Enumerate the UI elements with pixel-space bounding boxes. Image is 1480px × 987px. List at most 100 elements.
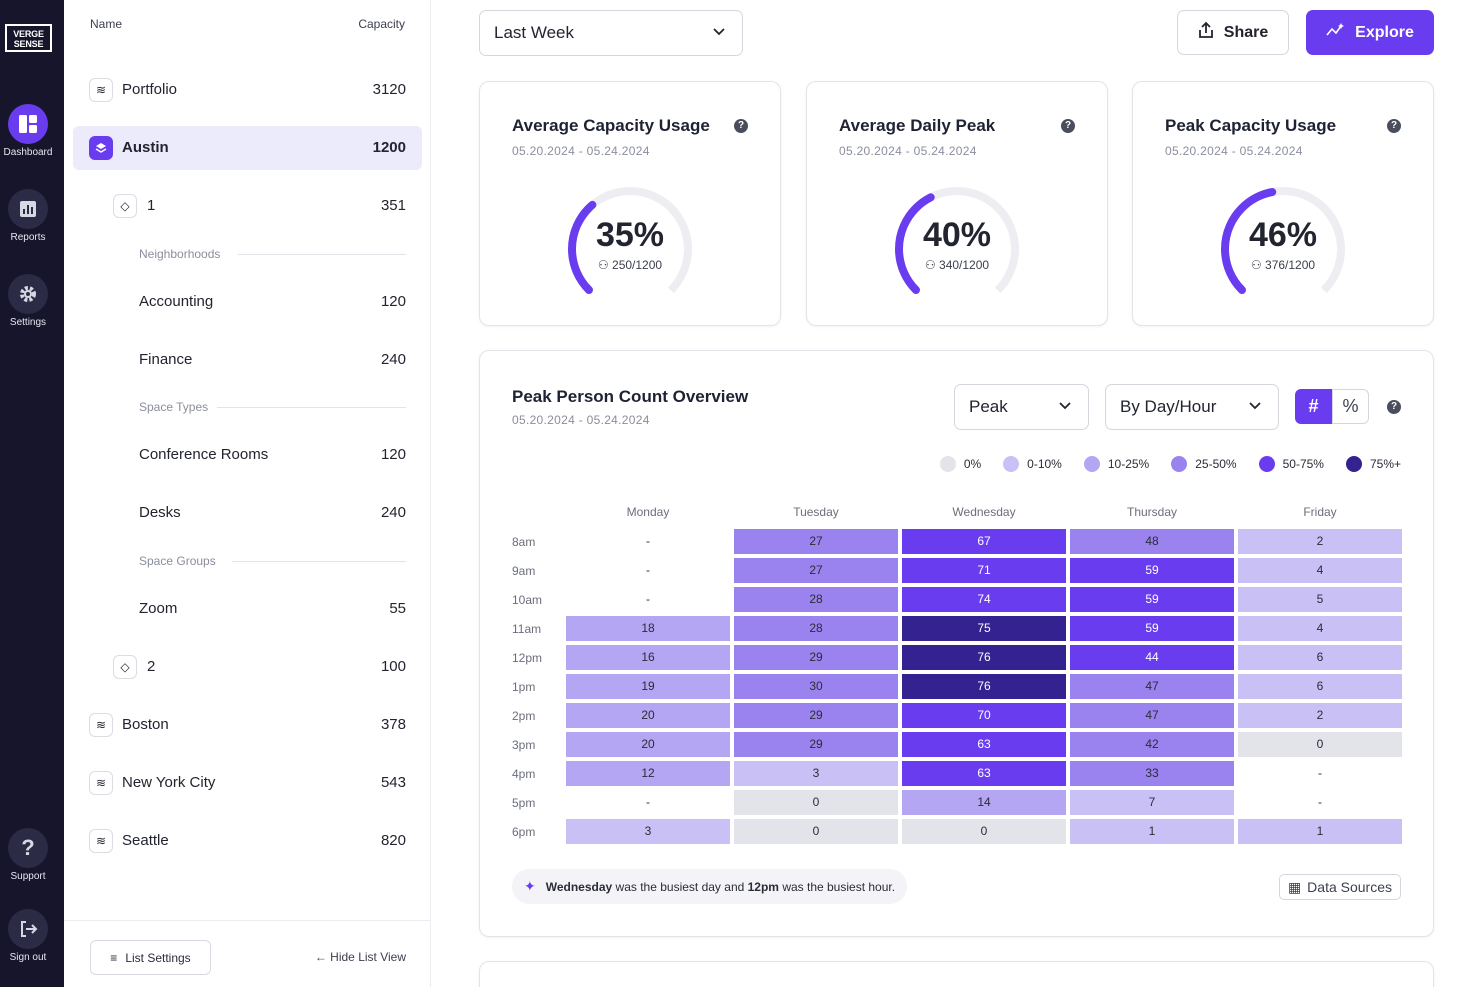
nav-settings[interactable]: Settings (0, 274, 56, 328)
heatmap-cell[interactable]: 30 (734, 674, 898, 699)
list-header-name[interactable]: Name (90, 17, 123, 31)
list-item-new-york-city[interactable]: ≋ New York City 543 (73, 761, 422, 805)
heatmap-cell[interactable]: 29 (734, 703, 898, 728)
heatmap-cell[interactable]: 74 (902, 587, 1066, 612)
list-item-austin[interactable]: Austin 1200 (73, 126, 422, 170)
help-icon[interactable]: ? (1387, 119, 1401, 133)
heatmap-cell[interactable]: - (1318, 766, 1322, 780)
help-icon[interactable]: ? (734, 119, 748, 133)
percent-toggle[interactable]: % (1332, 389, 1369, 424)
nav-support[interactable]: ? Support (0, 828, 56, 882)
heatmap-cell[interactable]: - (646, 534, 650, 548)
nav-rail: VERGE SENSE Dashboard Reports Settings ?… (0, 0, 64, 987)
heatmap-cell[interactable]: 6 (1238, 645, 1402, 670)
list-item-capacity: 120 (380, 293, 406, 310)
heatmap-cell[interactable]: 2 (1238, 529, 1402, 554)
list-header-capacity[interactable]: Capacity (358, 17, 405, 31)
nav-reports[interactable]: Reports (0, 189, 56, 243)
help-icon[interactable]: ? (1387, 400, 1401, 414)
heatmap-cell[interactable]: 0 (734, 819, 898, 844)
heatmap-cell[interactable]: 47 (1070, 703, 1234, 728)
heatmap-cell[interactable]: - (1318, 795, 1322, 809)
heatmap-cell[interactable]: 28 (734, 616, 898, 641)
legend-swatch (1083, 456, 1100, 472)
heatmap-cell[interactable]: 71 (902, 558, 1066, 583)
heatmap-cell[interactable]: 29 (734, 732, 898, 757)
period-select[interactable]: Last Week (479, 10, 743, 56)
heatmap-cell[interactable]: 0 (1238, 732, 1402, 757)
heatmap-cell[interactable]: 2 (1238, 703, 1402, 728)
gauge-fill (568, 187, 693, 311)
heatmap-cell[interactable]: 0 (902, 819, 1066, 844)
nav-dashboard[interactable]: Dashboard (0, 104, 56, 158)
heatmap-cell[interactable]: 1 (1238, 819, 1402, 844)
heatmap-cell[interactable]: 76 (902, 645, 1066, 670)
list-item-accounting[interactable]: Accounting 120 (73, 280, 422, 324)
heatmap-cell[interactable]: 59 (1070, 587, 1234, 612)
list-item-conference-rooms[interactable]: Conference Rooms 120 (73, 433, 422, 477)
heatmap-cell[interactable]: 20 (566, 732, 730, 757)
heatmap-cell[interactable]: 7 (1070, 790, 1234, 815)
list-item-boston[interactable]: ≋ Boston 378 (73, 703, 422, 747)
heatmap-cell[interactable]: 27 (734, 558, 898, 583)
heatmap-cell[interactable]: 29 (734, 645, 898, 670)
hide-list-view-link[interactable]: ← Hide List View (314, 950, 406, 964)
list-item-desks[interactable]: Desks 240 (73, 491, 422, 535)
data-sources-button[interactable]: ▦ Data Sources (1278, 874, 1401, 900)
heatmap-cell[interactable]: 12 (566, 761, 730, 786)
kpi-occupancy-value: 340/1200 (939, 258, 990, 272)
heatmap-cell[interactable]: 3 (734, 761, 898, 786)
people-icon: ⚇ (924, 258, 940, 272)
space-list-panel: Name Capacity ≋ Portfolio 3120 Austin 12… (64, 0, 431, 987)
list-item-floor-1[interactable]: ◇ 1 351 (73, 184, 422, 228)
legend-swatch (1003, 456, 1020, 472)
heatmap-cell[interactable]: 19 (566, 674, 730, 699)
share-button[interactable]: Share (1177, 10, 1289, 55)
list-item-label: Portfolio (122, 81, 178, 98)
heatmap-cell[interactable]: 67 (902, 529, 1066, 554)
list-item-portfolio[interactable]: ≋ Portfolio 3120 (73, 68, 422, 112)
heatmap-cell[interactable]: - (646, 592, 650, 606)
heatmap-cell[interactable]: 14 (902, 790, 1066, 815)
heatmap-cell[interactable]: 5 (1238, 587, 1402, 612)
heatmap-cell[interactable]: 6 (1238, 674, 1402, 699)
heatmap-cell[interactable]: 0 (734, 790, 898, 815)
heatmap-cell[interactable]: 33 (1070, 761, 1234, 786)
kpi-gauge: 35% ⚇ 250/1200 (563, 182, 697, 316)
heatmap-cell[interactable]: - (646, 795, 650, 809)
list-item-zoom[interactable]: Zoom 55 (73, 587, 422, 631)
heatmap-cell[interactable]: 70 (902, 703, 1066, 728)
heatmap-cell[interactable]: 1 (1070, 819, 1234, 844)
help-icon[interactable]: ? (1061, 119, 1075, 133)
explore-button[interactable]: Explore (1306, 10, 1434, 55)
heatmap-cell[interactable]: 3 (566, 819, 730, 844)
heatmap-cell[interactable]: 59 (1070, 616, 1234, 641)
list-item-seattle[interactable]: ≋ Seattle 820 (73, 819, 422, 863)
heatmap-cell[interactable]: - (646, 563, 650, 577)
heatmap-cell[interactable]: 47 (1070, 674, 1234, 699)
heatmap-cell[interactable]: 63 (902, 732, 1066, 757)
heatmap-cell[interactable]: 42 (1070, 732, 1234, 757)
list-settings-button[interactable]: ≡ List Settings (90, 940, 211, 975)
nav-sign-out[interactable]: Sign out (0, 909, 56, 963)
heatmap-cell[interactable]: 18 (566, 616, 730, 641)
count-toggle[interactable]: # (1295, 389, 1332, 424)
list-item-label: 2 (147, 658, 156, 675)
metric-select-value: Peak (969, 397, 1008, 416)
grouping-select[interactable]: By Day/Hour (1105, 384, 1279, 430)
list-item-floor-2[interactable]: ◇ 2 100 (73, 645, 422, 689)
heatmap-cell[interactable]: 27 (734, 529, 898, 554)
heatmap-cell[interactable]: 28 (734, 587, 898, 612)
heatmap-cell[interactable]: 63 (902, 761, 1066, 786)
heatmap-cell[interactable]: 20 (566, 703, 730, 728)
heatmap-cell[interactable]: 4 (1238, 616, 1402, 641)
heatmap-cell[interactable]: 48 (1070, 529, 1234, 554)
heatmap-cell[interactable]: 44 (1070, 645, 1234, 670)
list-item-finance[interactable]: Finance 240 (73, 338, 422, 382)
heatmap-cell[interactable]: 59 (1070, 558, 1234, 583)
heatmap-cell[interactable]: 16 (566, 645, 730, 670)
heatmap-cell[interactable]: 75 (902, 616, 1066, 641)
metric-select[interactable]: Peak (954, 384, 1089, 430)
heatmap-cell[interactable]: 76 (902, 674, 1066, 699)
heatmap-cell[interactable]: 4 (1238, 558, 1402, 583)
